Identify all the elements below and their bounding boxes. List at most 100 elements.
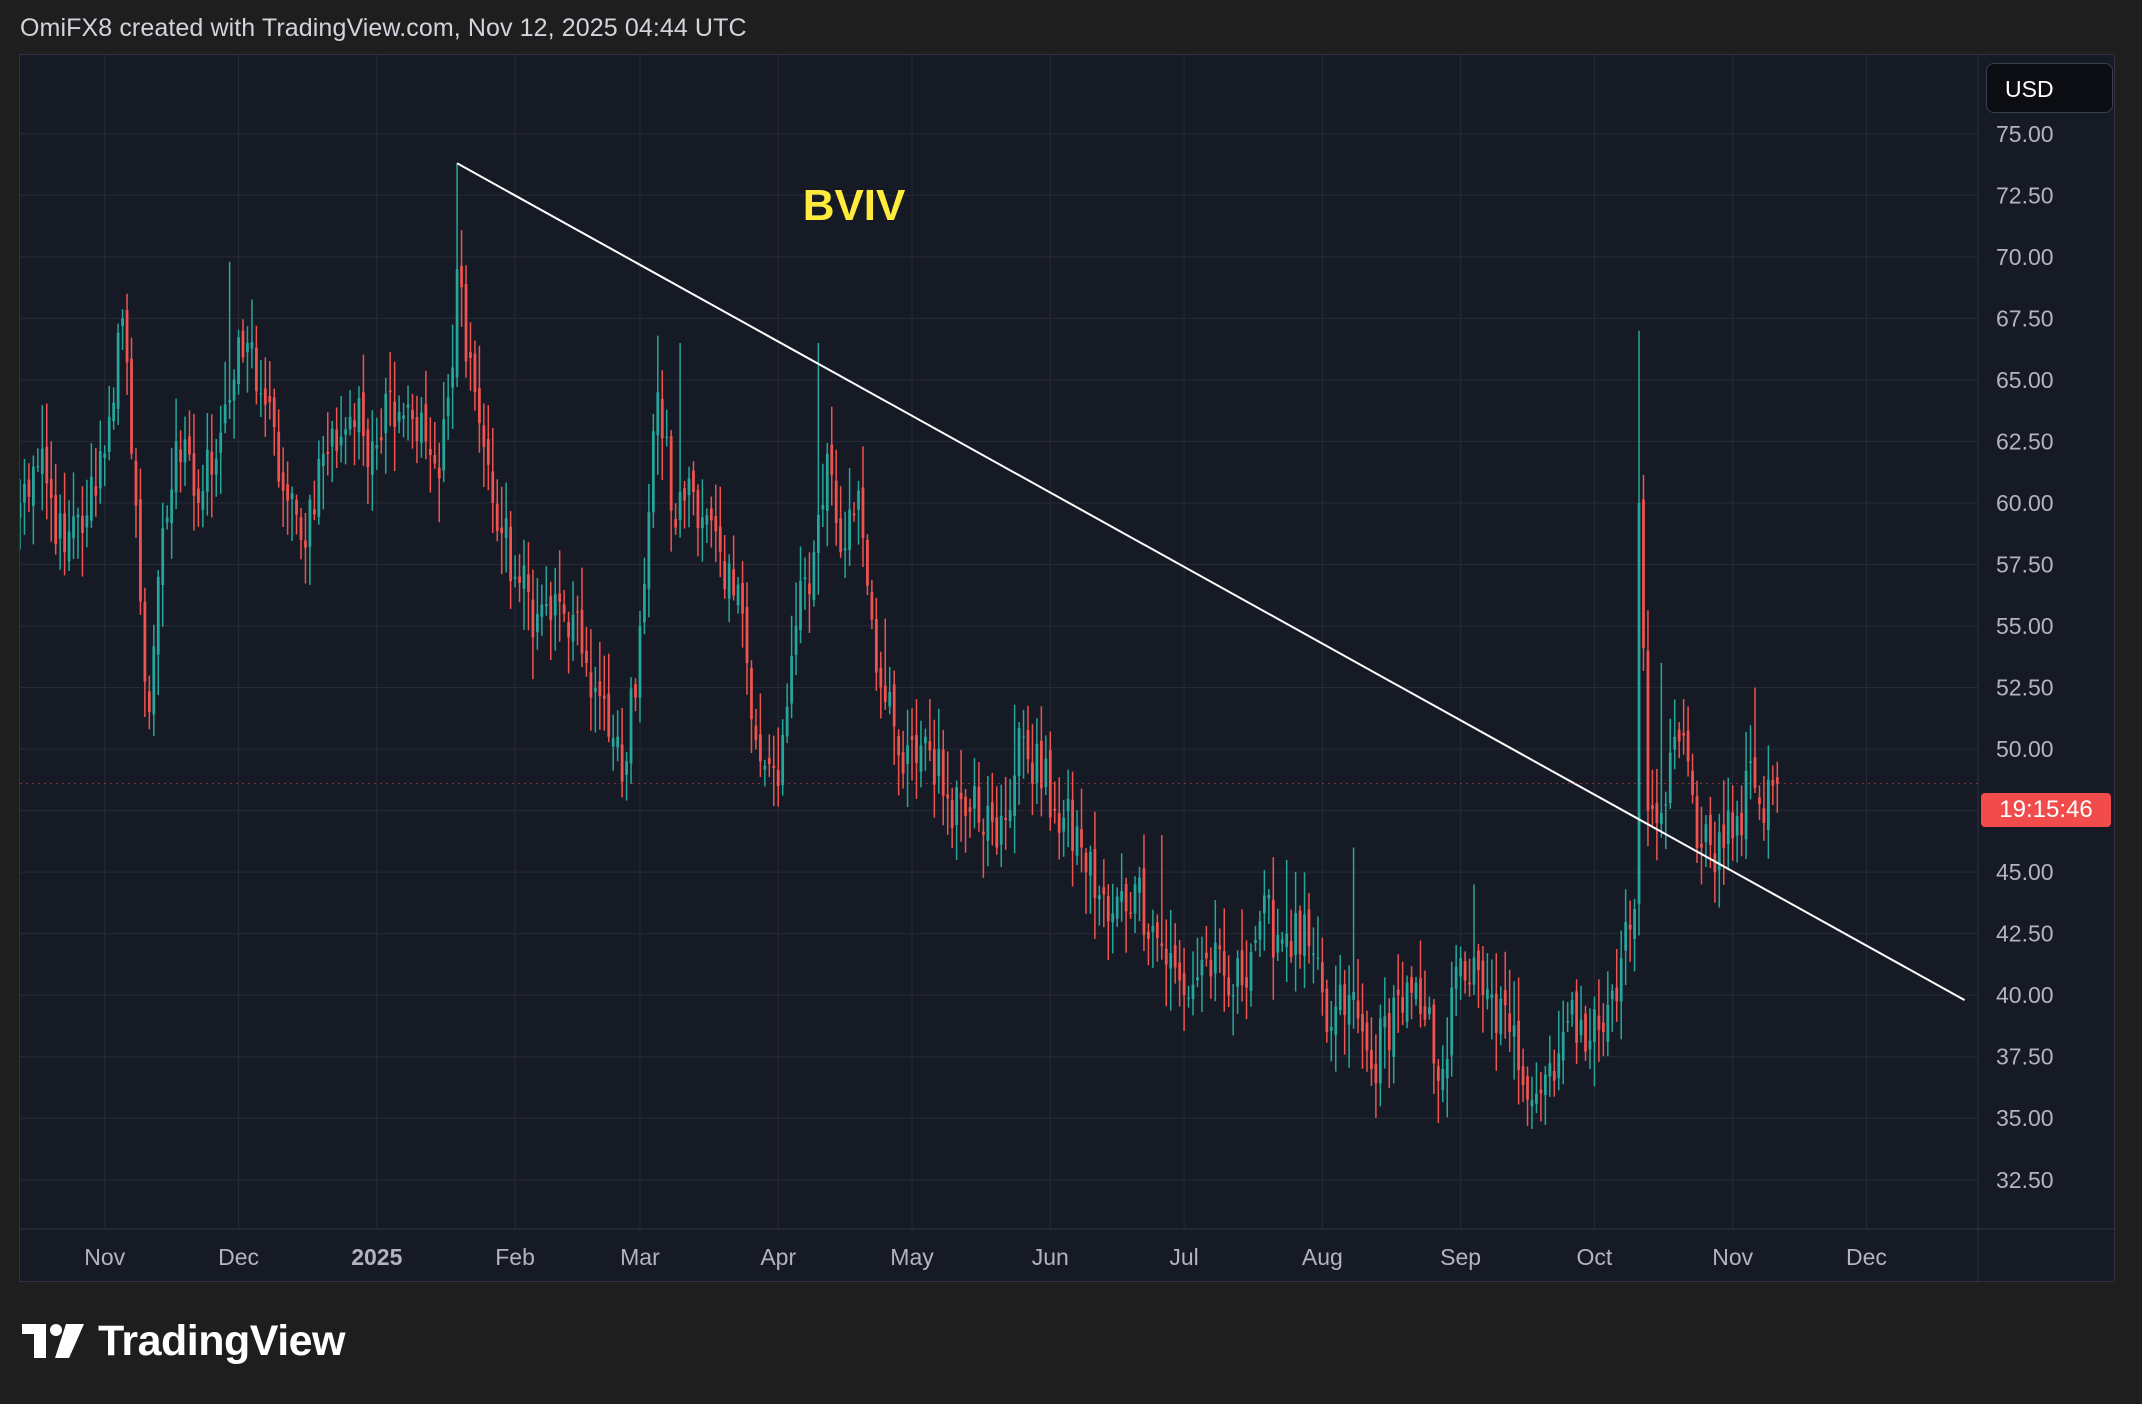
candle-body	[433, 455, 437, 464]
candle	[433, 421, 437, 469]
candle-body	[1160, 943, 1164, 946]
candle-body	[442, 419, 446, 471]
candle	[1267, 888, 1271, 924]
candle-body	[580, 609, 584, 654]
candle	[1097, 885, 1101, 926]
candle-body	[1691, 770, 1694, 796]
candle-body	[910, 736, 914, 740]
candle	[701, 479, 704, 562]
candle	[1356, 959, 1360, 1034]
candle	[1744, 731, 1748, 860]
candle	[500, 486, 504, 575]
candle-body	[794, 626, 798, 655]
candle-body	[1450, 987, 1454, 1056]
candle	[580, 567, 584, 667]
grid	[20, 55, 1978, 1229]
x-tick-label: Aug	[1302, 1244, 1343, 1270]
candle	[446, 373, 450, 440]
candle	[763, 759, 767, 787]
candle-body	[1155, 922, 1159, 939]
last-price-countdown-label: 19:15:46	[1981, 793, 2111, 827]
candle-body	[232, 379, 236, 401]
candle	[1138, 866, 1141, 922]
candle-body	[1459, 958, 1463, 977]
candle-body	[482, 425, 486, 447]
candle	[1593, 996, 1596, 1087]
candle-body	[701, 517, 704, 529]
candle-body	[1445, 1058, 1449, 1079]
candle-body	[678, 491, 682, 521]
candle	[589, 629, 593, 731]
candle-body	[1187, 997, 1190, 999]
candle-body	[174, 441, 178, 493]
candle-body	[500, 527, 504, 534]
candle	[1307, 893, 1311, 964]
candle	[571, 581, 575, 661]
candle	[1704, 815, 1708, 868]
candle-body	[1347, 995, 1351, 1025]
candle-body	[727, 563, 731, 599]
candle	[366, 418, 370, 504]
candle	[910, 708, 914, 781]
candle	[451, 324, 455, 429]
chart-frame[interactable]: BVIV 75.00 72.50 70.00 67.50 65.00 62.50 60.00…	[19, 54, 2116, 1283]
candle	[442, 382, 446, 483]
candle-body	[1361, 1014, 1364, 1032]
candle-body	[651, 431, 655, 513]
candle-body	[1686, 730, 1690, 762]
candle	[1258, 910, 1262, 958]
candle-body	[1209, 960, 1213, 977]
candle	[1387, 998, 1391, 1088]
candle-body	[781, 734, 785, 786]
candle-body	[1169, 952, 1173, 969]
candle	[941, 729, 945, 826]
candle	[232, 369, 236, 439]
candle	[268, 361, 272, 420]
candle-body	[67, 531, 71, 562]
candle-body	[1628, 924, 1632, 930]
footer-logo[interactable]: TradingView	[22, 1317, 346, 1365]
candle-body	[968, 807, 972, 812]
currency-button[interactable]: USD	[1986, 63, 2113, 113]
candle-body	[384, 393, 388, 434]
y-tick-label: 32.50	[1996, 1167, 2054, 1193]
candle	[188, 410, 191, 461]
candle	[1535, 1062, 1538, 1114]
candle	[460, 230, 463, 327]
candle-body	[1762, 808, 1766, 823]
candle	[415, 395, 419, 464]
candle	[1508, 969, 1512, 1052]
candle	[299, 507, 303, 560]
candle-body	[839, 518, 843, 553]
candle	[1196, 937, 1199, 988]
candle	[165, 505, 169, 530]
candle-body	[89, 476, 93, 521]
candle	[1432, 999, 1436, 1094]
candle	[790, 615, 793, 719]
candle	[1677, 721, 1681, 759]
candle-body	[527, 574, 530, 592]
candle-body	[1436, 1066, 1440, 1081]
candle	[513, 555, 517, 588]
candle-body	[1423, 1006, 1427, 1020]
candle-body	[1463, 961, 1467, 981]
candle-body	[339, 436, 343, 446]
candle	[1401, 961, 1405, 1026]
candle-body	[344, 429, 347, 435]
candle-body	[299, 517, 303, 540]
candle-body	[197, 488, 200, 503]
candle	[1499, 986, 1503, 1046]
candle-body	[1147, 931, 1150, 939]
candle-body	[754, 725, 758, 741]
candle-body	[375, 444, 379, 449]
candle-body	[647, 512, 651, 589]
candle-body	[1428, 1007, 1431, 1015]
candle	[45, 403, 49, 520]
x-tick-label: Sep	[1440, 1244, 1481, 1270]
candle	[1557, 1010, 1561, 1091]
candle-body	[1579, 1019, 1583, 1036]
candle	[616, 710, 620, 762]
candle	[1410, 966, 1413, 1020]
candle-body	[63, 513, 66, 553]
candlestick-chart[interactable]: BVIV 75.00 72.50 70.00 67.50 65.00 62.50 60.00…	[20, 55, 2116, 1283]
